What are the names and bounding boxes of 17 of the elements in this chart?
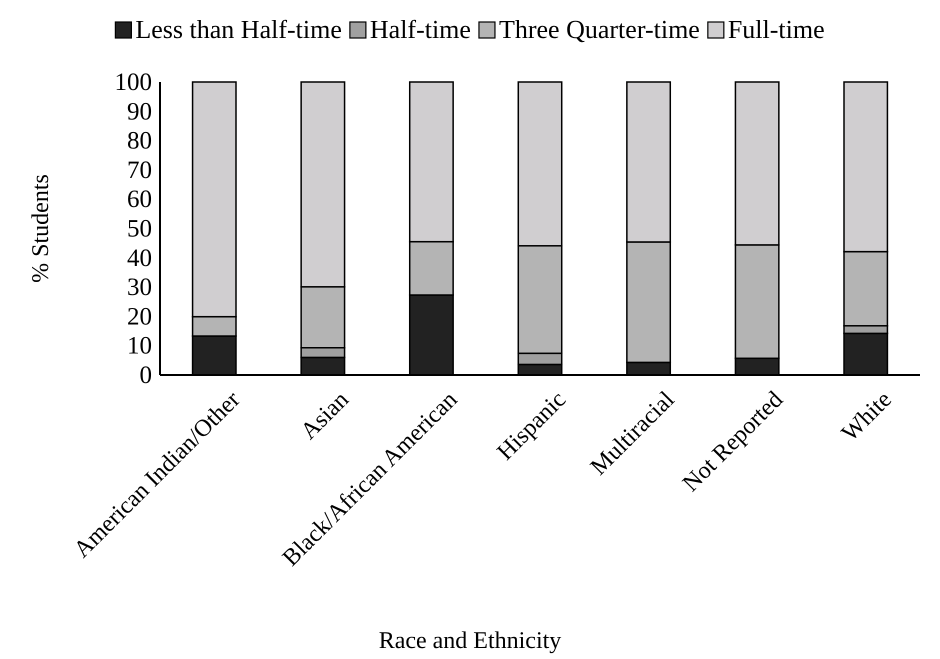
y-tick-label: 60	[127, 186, 152, 214]
y-tick-label: 70	[127, 156, 152, 184]
x-axis-title: Race and Ethnicity	[378, 628, 562, 654]
y-axis-title: % Students	[28, 174, 54, 283]
y-tick-label: 40	[127, 244, 152, 272]
y-tick-label: 20	[127, 303, 152, 330]
legend-label: Less than Half-time	[135, 15, 342, 44]
y-tick-label: 80	[127, 128, 152, 155]
y-tick-label: 90	[127, 98, 152, 126]
y-tick-label: 0	[140, 362, 152, 389]
y-tick-label: 100	[114, 69, 152, 96]
legend-label: Three Quarter-time	[498, 15, 700, 44]
y-tick-label: 30	[127, 274, 152, 302]
legend-label: Full-time	[728, 15, 825, 44]
y-tick-label: 50	[127, 216, 152, 242]
y-tick-label: 10	[127, 332, 152, 360]
legend-label: Half-time	[370, 15, 471, 44]
